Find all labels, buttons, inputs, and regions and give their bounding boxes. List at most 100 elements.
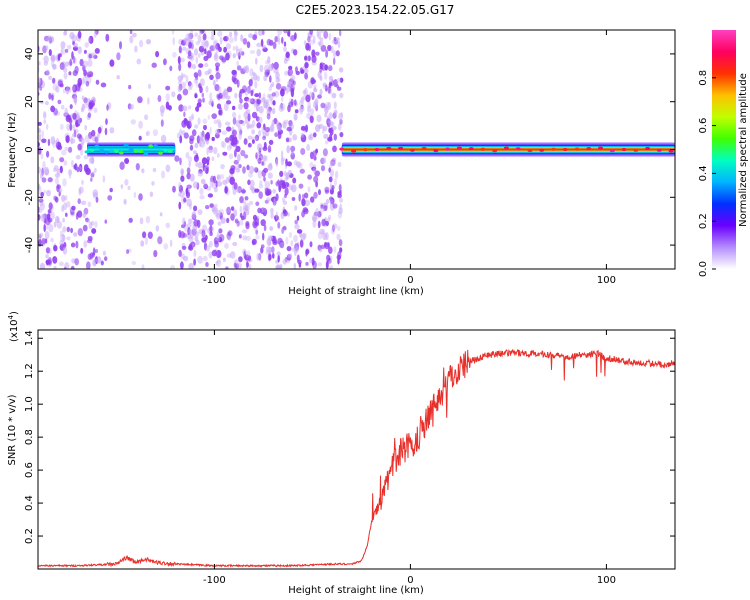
- noise-dot: [209, 45, 215, 52]
- noise-dot: [217, 236, 223, 243]
- noise-dot: [275, 264, 280, 269]
- colorbar-tick-label: 0.0: [698, 261, 709, 277]
- noise-dot: [284, 70, 289, 76]
- signal-blob: [133, 149, 139, 153]
- noise-dot: [258, 191, 264, 199]
- noise-dot: [211, 249, 218, 257]
- noise-dot: [262, 45, 266, 50]
- noise-dot: [328, 214, 332, 220]
- noise-dot: [194, 236, 199, 242]
- noise-dot: [258, 30, 263, 36]
- noise-dot: [186, 167, 191, 175]
- noise-dot: [211, 136, 215, 142]
- noise-dot: [329, 164, 333, 169]
- noise-dot: [38, 127, 41, 133]
- noise-dot: [212, 45, 216, 51]
- snr-frame: [37, 329, 676, 570]
- noise-dot: [272, 240, 278, 246]
- noise-dot: [276, 34, 280, 43]
- noise-dot: [199, 141, 202, 148]
- noise-dot: [94, 136, 99, 143]
- noise-dot: [169, 65, 173, 72]
- noise-dot: [232, 129, 237, 137]
- noise-dot: [263, 176, 266, 182]
- x-tick-label: -100: [203, 575, 226, 586]
- noise-dot: [70, 242, 76, 248]
- noise-dot: [240, 149, 246, 157]
- noise-dot: [48, 37, 53, 44]
- noise-dot: [213, 119, 218, 125]
- signal-blob: [586, 147, 592, 151]
- noise-dot: [211, 101, 214, 107]
- noise-dot: [203, 183, 208, 190]
- noise-dot: [65, 135, 70, 144]
- noise-dot: [290, 240, 294, 247]
- noise-dot: [135, 163, 140, 171]
- noise-dot: [233, 262, 237, 269]
- noise-dot: [48, 75, 52, 80]
- noise-dot: [172, 185, 176, 193]
- signal-blob: [562, 147, 568, 152]
- noise-dot: [336, 77, 342, 84]
- noise-dot: [69, 123, 73, 131]
- noise-dot: [266, 246, 272, 253]
- noise-dot: [324, 84, 328, 92]
- signal-blob: [167, 149, 173, 153]
- noise-dot: [38, 77, 42, 86]
- signal-blob: [574, 147, 580, 151]
- noise-dot: [224, 137, 230, 143]
- noise-dot: [216, 232, 220, 238]
- noise-dot: [59, 230, 64, 237]
- noise-dot: [187, 156, 193, 163]
- signal-blob: [551, 147, 556, 151]
- noise-dot: [313, 191, 318, 199]
- noise-dot: [338, 239, 343, 247]
- noise-dot: [152, 129, 158, 137]
- noise-dot: [43, 119, 46, 125]
- noise-dot: [48, 35, 54, 44]
- noise-dot: [244, 196, 249, 201]
- noise-dot: [307, 174, 312, 180]
- noise-dot: [250, 89, 254, 97]
- noise-dot: [219, 173, 225, 180]
- noise-dot: [63, 72, 68, 80]
- noise-dot: [109, 59, 115, 67]
- noise-dot: [53, 165, 59, 171]
- noise-dot: [45, 69, 50, 76]
- noise-dot: [239, 219, 244, 226]
- noise-dot: [328, 32, 332, 41]
- noise-dot: [177, 85, 182, 93]
- noise-dot: [335, 37, 340, 42]
- noise-dot: [216, 93, 220, 99]
- noise-dot: [205, 262, 209, 267]
- noise-dot: [257, 170, 262, 179]
- noise-dot: [328, 127, 332, 133]
- noise-dot: [238, 51, 241, 60]
- noise-dot: [43, 224, 46, 232]
- noise-dot: [209, 126, 212, 135]
- noise-dot: [52, 167, 57, 173]
- noise-dot: [324, 101, 330, 109]
- noise-dot: [275, 159, 279, 167]
- noise-dot: [261, 126, 265, 135]
- noise-dot: [316, 212, 320, 219]
- noise-dot: [102, 250, 106, 256]
- noise-dot: [80, 200, 87, 205]
- noise-dot: [85, 100, 89, 106]
- noise-dot: [62, 233, 65, 242]
- noise-dot: [319, 30, 325, 34]
- noise-dot: [276, 251, 281, 256]
- signal-blob: [148, 144, 154, 148]
- noise-dot: [223, 46, 228, 53]
- noise-dot: [291, 197, 296, 201]
- noise-dot: [253, 98, 258, 107]
- noise-dot: [201, 39, 205, 49]
- noise-dot: [313, 155, 317, 161]
- noise-dot: [264, 187, 270, 197]
- noise-dot: [326, 118, 331, 126]
- noise-dot: [220, 217, 226, 224]
- noise-dot: [230, 206, 235, 212]
- noise-dot: [201, 130, 205, 138]
- x-tick-label: 0: [407, 575, 413, 586]
- noise-dot: [60, 63, 66, 70]
